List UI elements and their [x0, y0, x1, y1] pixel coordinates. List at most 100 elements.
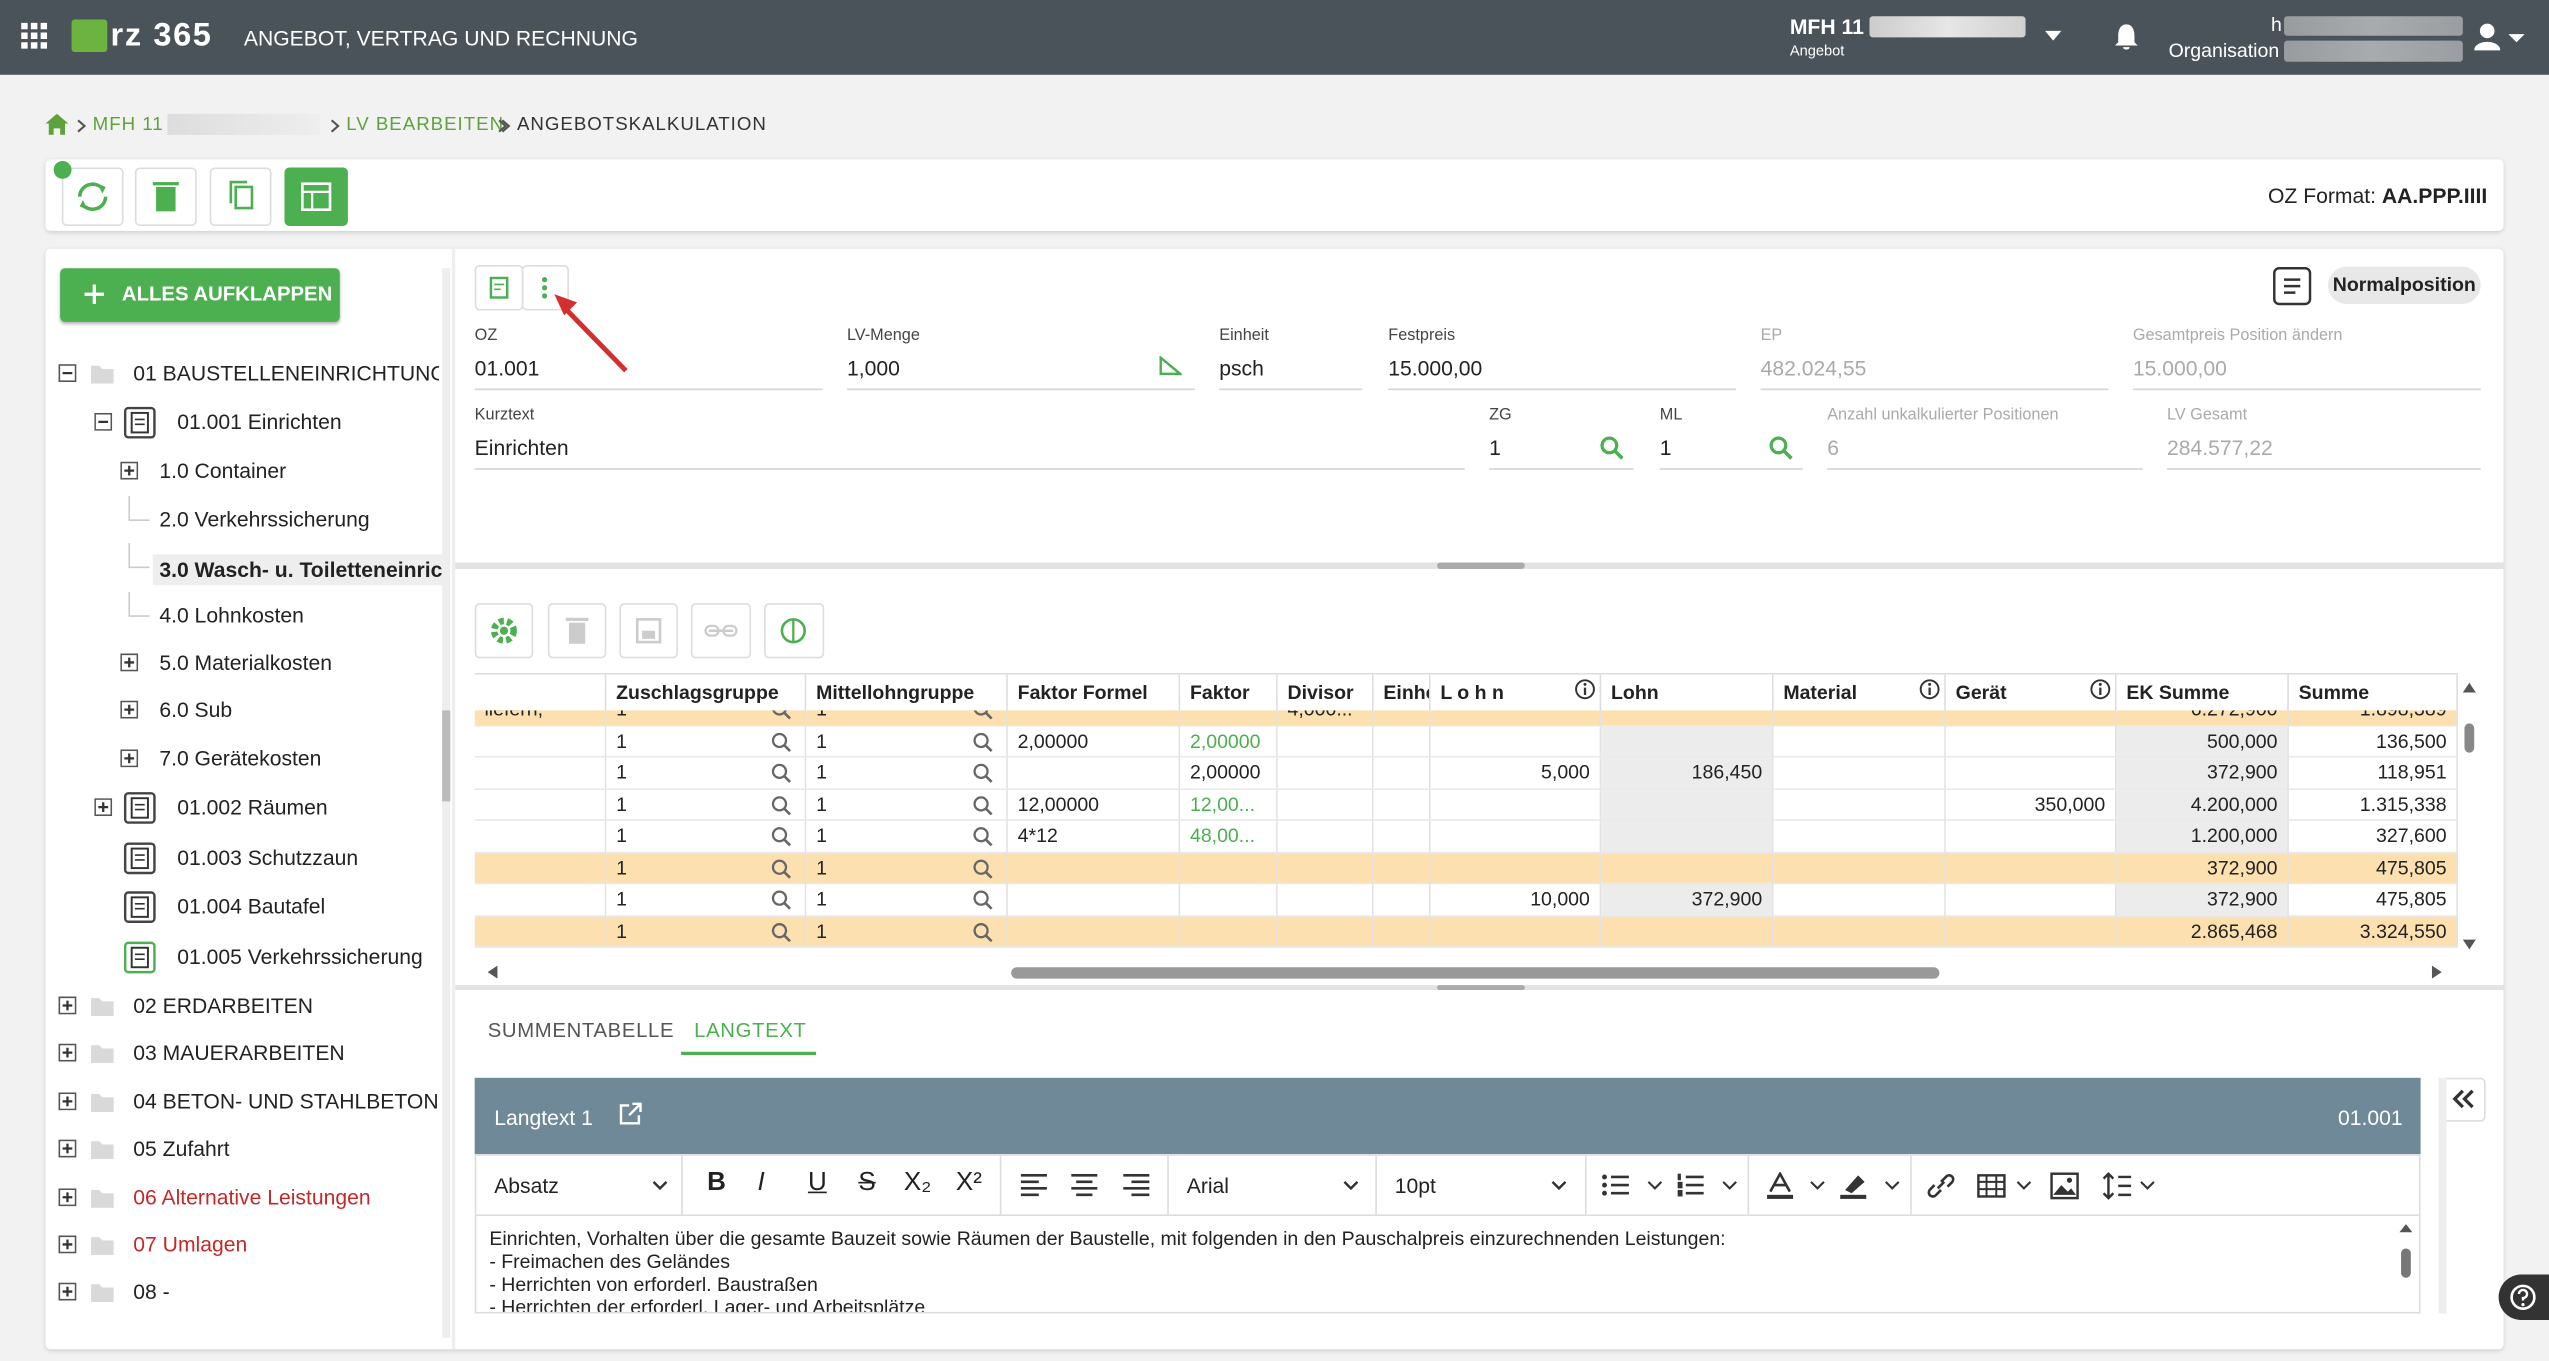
format-button[interactable]: X₂ [904, 1169, 931, 1198]
dropdown-caret[interactable] [1884, 1180, 1900, 1191]
grid-cell[interactable] [1008, 916, 1180, 948]
tree-item[interactable]: 01.003 Schutzzaun [177, 845, 358, 869]
field-value[interactable]: 1 [1660, 436, 1672, 460]
tree-item[interactable]: 01.001 Einrichten [177, 410, 341, 434]
apps-menu-icon[interactable] [21, 23, 47, 49]
grid-cell[interactable] [1374, 789, 1431, 821]
dropdown-caret[interactable] [1551, 1180, 1567, 1191]
lookup-icon[interactable] [771, 731, 792, 752]
dropdown-caret[interactable] [1722, 1180, 1738, 1191]
grid-cell[interactable] [475, 884, 607, 916]
editor-tool-icon[interactable] [1676, 1172, 1705, 1200]
grid-cell[interactable] [1180, 884, 1278, 916]
field-value[interactable]: Einrichten [475, 436, 569, 460]
grid-cell[interactable] [1946, 726, 2117, 758]
editor-scrollbar[interactable] [2438, 1078, 2446, 1314]
lookup-icon[interactable] [972, 794, 993, 815]
grid-cell[interactable]: 5,000 [1431, 758, 1602, 790]
grid-cell[interactable]: 1 [606, 789, 806, 821]
grid-cell[interactable]: 2.865,468 [2117, 916, 2289, 948]
help-button[interactable] [2499, 1275, 2549, 1321]
grid-hscroll[interactable] [475, 962, 2458, 982]
grid-cell[interactable]: 1 [606, 916, 806, 948]
grid-cell[interactable] [1601, 821, 1773, 853]
dropdown-caret[interactable] [1809, 1180, 1825, 1191]
grid-cell[interactable] [1601, 916, 1773, 948]
dropdown-caret[interactable] [1343, 1180, 1359, 1191]
tree-item[interactable]: 5.0 Materialkosten [159, 650, 332, 674]
grid-cell[interactable] [1774, 821, 1946, 853]
field-value[interactable]: 1,000 [847, 356, 900, 380]
grid-cell[interactable] [1374, 821, 1431, 853]
column-header[interactable]: Faktor Formel [1008, 675, 1180, 711]
editor-tool-icon[interactable] [2050, 1172, 2079, 1200]
grid-cell[interactable]: 1 [806, 853, 1008, 885]
tree-toggle[interactable] [59, 997, 77, 1015]
editor-tool-icon[interactable] [1765, 1172, 1794, 1200]
grid-cell[interactable]: 10,000 [1431, 884, 1602, 916]
position-edit-button[interactable] [475, 265, 524, 311]
editor-tool-icon[interactable] [1977, 1172, 2006, 1200]
grid-cell[interactable]: 186,450 [1601, 758, 1773, 790]
tree-item[interactable]: 4.0 Lohnkosten [159, 603, 304, 627]
editor-tool-icon[interactable] [1926, 1172, 1955, 1200]
grid-cell[interactable]: 475,805 [2289, 884, 2458, 916]
grid-cell[interactable] [1601, 853, 1773, 885]
grid-cell[interactable] [1278, 853, 1374, 885]
tree-item[interactable]: 01 BAUSTELLENEINRICHTUNG [133, 361, 439, 385]
user-menu[interactable] [2474, 23, 2529, 52]
dropdown-caret[interactable] [652, 1180, 668, 1191]
grid-cell[interactable] [1278, 884, 1374, 916]
grid-cell[interactable] [1774, 789, 1946, 821]
editor-content[interactable]: Einrichten, Vorhalten über die gesamte B… [475, 1216, 2421, 1314]
lookup-icon[interactable] [771, 762, 792, 783]
format-button[interactable]: I [758, 1169, 765, 1198]
tree-toggle[interactable] [120, 701, 138, 719]
field-value[interactable]: 1 [1489, 436, 1501, 460]
grid-cell[interactable] [1774, 884, 1946, 916]
grid-cell[interactable] [1374, 853, 1431, 885]
grid-cell[interactable]: 1 [606, 853, 806, 885]
lookup-icon[interactable] [771, 826, 792, 847]
grid-cell[interactable] [1278, 821, 1374, 853]
format-button[interactable]: B [707, 1169, 726, 1198]
grid-cell[interactable]: 4.200,000 [2117, 789, 2289, 821]
grid-cell[interactable]: 12,00... [1180, 789, 1278, 821]
grid-cell[interactable]: 2,00000 [1008, 726, 1180, 758]
tree-toggle[interactable] [120, 462, 138, 480]
grid-cell[interactable] [1374, 916, 1431, 948]
tree-item[interactable]: 1.0 Container [159, 458, 286, 482]
grid-cell[interactable]: 48,00... [1180, 821, 1278, 853]
breadcrumb-item[interactable]: MFH 11 [93, 115, 164, 135]
grid-cell[interactable] [1278, 789, 1374, 821]
grid-cell[interactable]: 1.200,000 [2117, 821, 2289, 853]
splitter[interactable] [455, 985, 2503, 990]
grid-cell[interactable]: 350,000 [1946, 789, 2117, 821]
grid-cell[interactable] [1278, 758, 1374, 790]
tree-item[interactable]: 05 Zufahrt [133, 1136, 229, 1160]
grid-cell[interactable]: 1 [806, 821, 1008, 853]
format-button[interactable]: U [808, 1169, 827, 1198]
align-icon[interactable] [1122, 1172, 1151, 1198]
dropdown-caret[interactable] [1647, 1180, 1663, 1191]
project-dropdown[interactable] [2043, 29, 2063, 42]
grid-cell[interactable]: 3.324,550 [2289, 916, 2458, 948]
tree-toggle[interactable] [120, 654, 138, 672]
grid-cell[interactable] [475, 821, 607, 853]
column-header[interactable]: Lohn [1601, 675, 1773, 711]
tree-item[interactable]: 08 - [133, 1279, 169, 1303]
tree-item[interactable]: 01.004 Bautafel [177, 894, 325, 918]
tree-item[interactable]: 04 BETON- UND STAHLBETON- A [133, 1089, 439, 1113]
grid-cell[interactable] [1774, 726, 1946, 758]
delete-button[interactable] [135, 167, 197, 226]
tree-item[interactable]: 2.0 Verkehrssicherung [159, 507, 369, 531]
lookup-icon[interactable] [972, 762, 993, 783]
tree-item[interactable]: 3.0 Wasch- u. Toiletteneinrich [153, 554, 446, 585]
column-header[interactable]: Zuschlagsgruppe [606, 675, 806, 711]
tree-item[interactable]: 07 Umlagen [133, 1232, 247, 1256]
grid-cell[interactable]: 1 [806, 726, 1008, 758]
grid-cell[interactable] [1946, 884, 2117, 916]
grid-cell[interactable]: 1 [806, 789, 1008, 821]
grid-cell[interactable] [1431, 789, 1602, 821]
grid-cell[interactable]: 1 [806, 916, 1008, 948]
